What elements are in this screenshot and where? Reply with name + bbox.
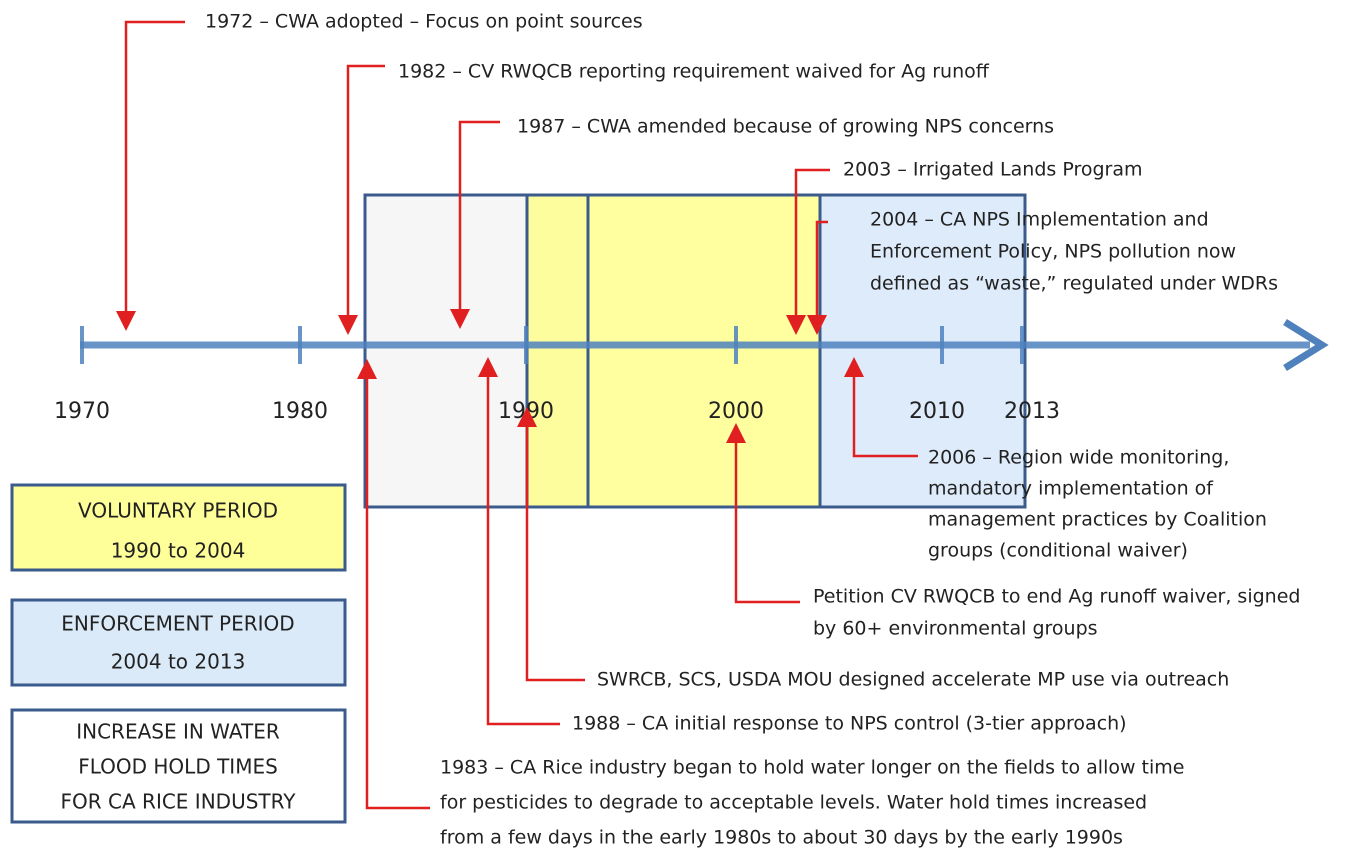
legend-box	[10, 483, 347, 572]
event-connector	[786, 168, 830, 335]
legend-text: VOLUNTARY PERIOD	[78, 499, 278, 523]
event-text: management practices by Coalition	[928, 509, 1267, 531]
legend-text: 2004 to 2013	[111, 650, 246, 674]
event-connector	[517, 407, 585, 682]
year-label: 1980	[272, 399, 328, 424]
event-text: groups (conditional waiver)	[928, 540, 1188, 562]
event-text: mandatory implementation of	[928, 478, 1214, 500]
legend-text: 1990 to 2004	[111, 539, 246, 563]
event-text: 1972 – CWA adopted – Focus on point sour…	[205, 11, 643, 33]
legend-text: FOR CA RICE INDUSTRY	[61, 790, 297, 814]
event-text: Petition CV RWQCB to end Ag runoff waive…	[813, 586, 1300, 608]
event-connector	[338, 64, 385, 335]
event-connector	[116, 20, 185, 331]
event-connector	[478, 357, 560, 726]
event-text: from a few days in the early 1980s to ab…	[440, 827, 1123, 849]
event-text: SWRCB, SCS, USDA MOU designed accelerate…	[597, 669, 1229, 691]
event-connector	[844, 357, 918, 458]
event-text: by 60+ environmental groups	[813, 618, 1098, 640]
year-label: 2013	[1004, 399, 1060, 424]
event-text: defined as “waste,” regulated under WDRs	[870, 273, 1278, 295]
timeline-arrow	[1283, 319, 1329, 371]
legend-text: INCREASE IN WATER	[76, 720, 280, 744]
event-connector	[357, 359, 430, 810]
event-text: 1988 – CA initial response to NPS contro…	[572, 713, 1127, 735]
event-connector	[726, 423, 800, 604]
event-text: 1983 – CA Rice industry began to hold wa…	[440, 757, 1184, 779]
event-text: 1982 – CV RWQCB reporting requirement wa…	[398, 61, 990, 83]
event-text: 2006 – Region wide monitoring,	[928, 447, 1229, 469]
event-text: for pesticides to degrade to acceptable …	[440, 792, 1147, 814]
legend-box	[10, 598, 347, 687]
legend-text: FLOOD HOLD TIMES	[78, 755, 278, 779]
year-label: 1970	[54, 399, 110, 424]
legend-text: ENFORCEMENT PERIOD	[61, 612, 294, 636]
legend-box	[10, 708, 347, 824]
event-text: Enforcement Policy, NPS pollution now	[870, 241, 1236, 263]
event-text: 1987 – CWA amended because of growing NP…	[517, 116, 1054, 138]
event-connector	[450, 120, 500, 329]
event-text: 2004 – CA NPS Implementation and	[870, 209, 1209, 231]
event-connector	[807, 220, 828, 335]
event-text: 2003 – Irrigated Lands Program	[843, 159, 1142, 181]
year-label: 2010	[909, 399, 965, 424]
voluntary-period-box	[525, 193, 822, 509]
year-label: 2000	[708, 399, 764, 424]
